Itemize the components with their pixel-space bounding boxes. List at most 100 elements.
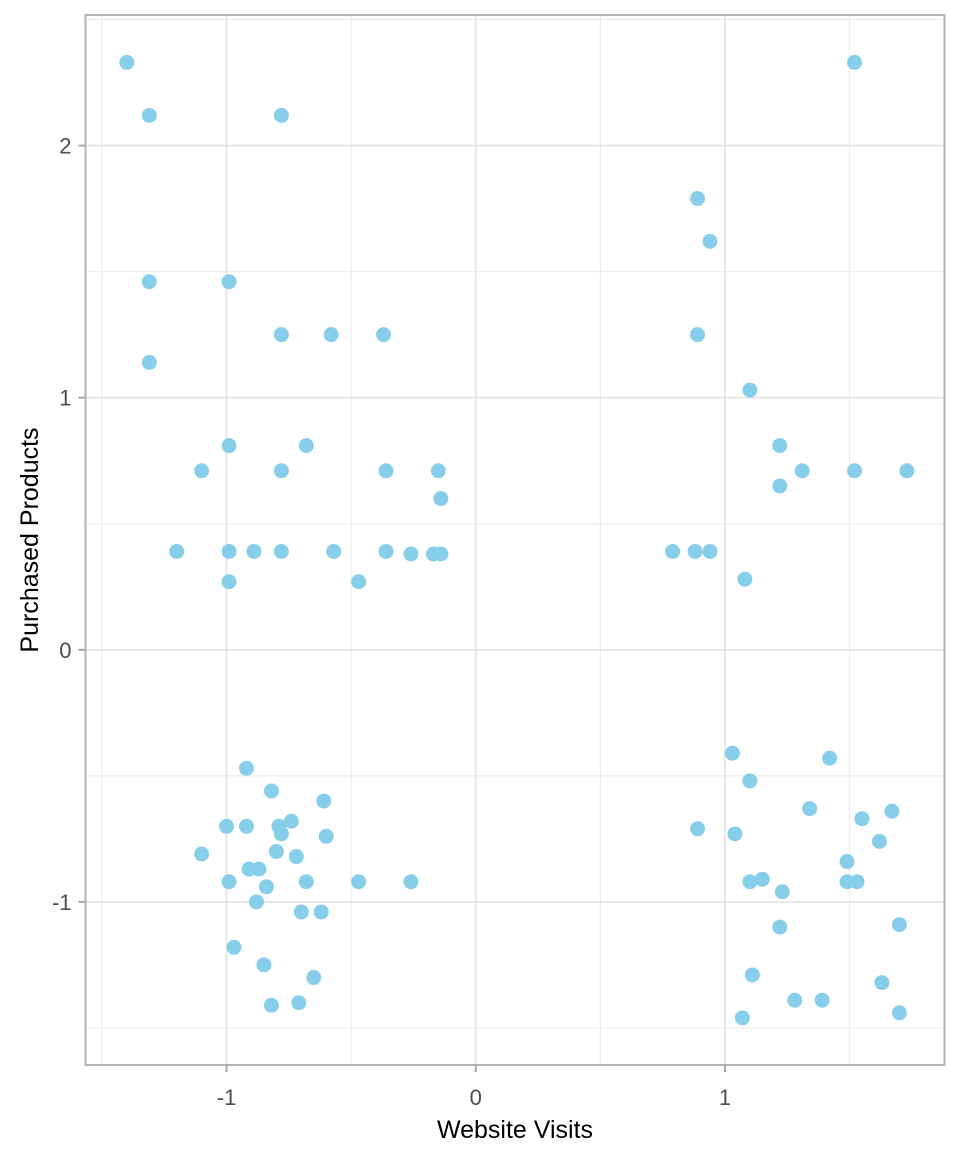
x-tick-label: 1 <box>719 1085 731 1110</box>
x-axis-title: Website Visits <box>437 1116 593 1144</box>
data-point <box>772 478 788 494</box>
data-point <box>690 191 706 207</box>
data-point <box>891 1005 907 1021</box>
data-point <box>238 760 254 776</box>
data-point <box>744 967 760 983</box>
data-point <box>226 939 242 955</box>
data-point <box>238 818 254 834</box>
data-point <box>221 874 237 890</box>
data-point <box>376 327 392 343</box>
data-point <box>273 327 289 343</box>
data-point <box>318 828 334 844</box>
data-point <box>298 874 314 890</box>
data-point <box>306 970 322 986</box>
data-point <box>702 233 718 249</box>
data-point <box>273 826 289 842</box>
grid-major-layer <box>85 15 945 1065</box>
data-point <box>246 543 262 559</box>
y-axis-title: Purchased Products <box>16 427 44 652</box>
data-point <box>194 463 210 479</box>
data-point <box>772 919 788 935</box>
data-point <box>774 884 790 900</box>
data-point <box>430 463 446 479</box>
data-point <box>316 793 332 809</box>
data-point <box>268 843 284 859</box>
data-point <box>251 861 267 877</box>
panel-border <box>84 14 946 1066</box>
data-point <box>283 813 299 829</box>
data-point <box>221 274 237 290</box>
data-point <box>169 543 185 559</box>
data-point <box>849 874 865 890</box>
data-point <box>248 894 264 910</box>
data-point <box>263 783 279 799</box>
data-point <box>403 874 419 890</box>
x-tick-label: 0 <box>470 1085 482 1110</box>
data-point <box>847 463 863 479</box>
tick-labels-layer: -1 0 1 -1 0 1 2 <box>52 134 731 1110</box>
data-point <box>665 543 681 559</box>
data-point <box>291 995 307 1011</box>
data-point <box>742 874 758 890</box>
data-point <box>847 54 863 70</box>
data-point <box>313 904 329 920</box>
data-point <box>814 992 830 1008</box>
data-point <box>690 821 706 837</box>
data-point <box>141 354 157 370</box>
data-point <box>219 818 235 834</box>
data-point <box>194 846 210 862</box>
data-point <box>288 849 304 865</box>
data-point <box>221 438 237 454</box>
data-point <box>794 463 810 479</box>
data-point <box>690 327 706 343</box>
data-point <box>298 438 314 454</box>
data-point <box>787 992 803 1008</box>
data-point <box>737 571 753 587</box>
data-point <box>141 107 157 123</box>
data-point <box>433 546 449 562</box>
data-point <box>854 811 870 827</box>
data-point <box>273 107 289 123</box>
data-point <box>802 801 818 817</box>
data-point <box>221 543 237 559</box>
data-point <box>263 997 279 1013</box>
data-point <box>221 574 237 590</box>
data-point <box>899 463 915 479</box>
y-tick-label: 0 <box>59 638 71 663</box>
data-point <box>403 546 419 562</box>
data-point <box>273 543 289 559</box>
data-point <box>754 871 770 887</box>
y-tick-label: 2 <box>59 134 71 159</box>
data-point <box>839 854 855 870</box>
data-point <box>884 803 900 819</box>
data-point <box>326 543 342 559</box>
data-point <box>378 543 394 559</box>
data-point <box>871 833 887 849</box>
x-tick-label: -1 <box>217 1085 237 1110</box>
data-point <box>727 826 743 842</box>
data-point <box>734 1010 750 1026</box>
data-point <box>822 750 838 766</box>
data-point <box>742 382 758 398</box>
data-point <box>273 463 289 479</box>
data-point <box>742 773 758 789</box>
data-point <box>351 574 367 590</box>
points-layer <box>119 54 915 1026</box>
data-point <box>687 543 703 559</box>
grid-minor-layer <box>85 15 945 1065</box>
data-point <box>724 745 740 761</box>
data-point <box>378 463 394 479</box>
data-point <box>141 274 157 290</box>
data-point <box>351 874 367 890</box>
data-point <box>874 975 890 991</box>
data-point <box>256 957 272 973</box>
data-point <box>323 327 339 343</box>
data-point <box>258 879 274 895</box>
y-tick-label: 1 <box>59 386 71 411</box>
data-point <box>293 904 309 920</box>
data-point <box>433 491 449 507</box>
data-point <box>772 438 788 454</box>
data-point <box>119 54 135 70</box>
